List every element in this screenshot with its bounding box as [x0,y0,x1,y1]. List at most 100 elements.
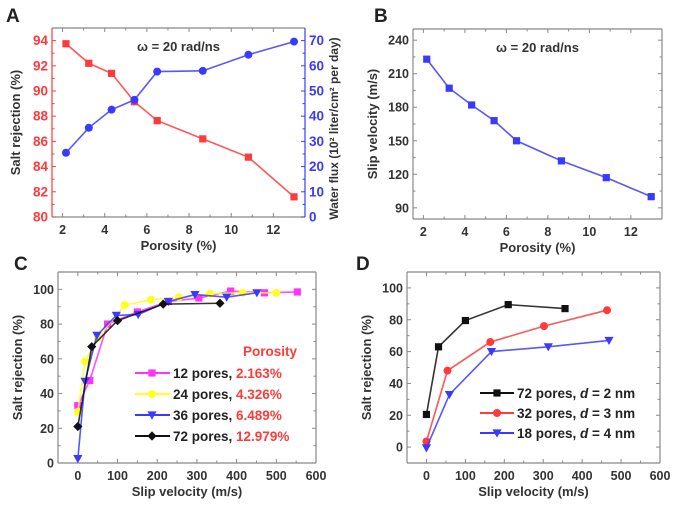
y-tick-label: 150 [388,134,409,148]
y-tick-label: 80 [33,210,48,225]
x-tick-label: 12 [624,225,638,239]
x-tick-label: 0 [74,469,81,483]
data-point [290,37,299,46]
data-point [603,306,612,315]
data-point [107,105,116,114]
legend-label: 12 pores, 2.163% [173,366,282,381]
y-tick-label: 40 [389,377,403,391]
x-tick-label: 0 [423,469,430,483]
data-point [444,390,455,400]
legend-pores: 24 pores, [173,387,236,402]
series-line [65,43,295,198]
y2-tick-label: 50 [309,84,324,99]
y-tick-label: 82 [33,184,48,199]
data-point [199,135,207,143]
x-tick-label: 500 [611,469,632,483]
legend-pores: 36 pores, [173,408,236,423]
legend-pores: 12 pores, [173,366,236,381]
y2-tick-label: 10 [309,184,324,199]
x-axis-label: Slip velocity (m/s) [478,484,589,499]
y-axis-label: Salt rejection (%) [8,70,23,175]
data-point [85,59,93,67]
x-tick-label: 200 [494,469,515,483]
legend-porosity: 6.489% [236,408,282,423]
y-tick-label: 100 [382,281,403,295]
legend-label: 24 pores, 4.326% [173,387,282,402]
legend-marker [492,429,502,438]
x-tick-label: 100 [455,469,476,483]
y-axis-label: Slip velocity (m/s) [365,69,380,180]
x-tick-label: 200 [147,469,168,483]
data-point [490,117,498,125]
y-tick-label: 60 [40,352,54,366]
data-point [543,343,553,352]
x-tick-label: 8 [544,225,551,239]
data-point [557,157,566,165]
y2-tick-label: 30 [309,134,324,149]
legend-label: 32 pores, d = 3 nm [517,406,635,421]
legend-marker [493,389,501,397]
data-point [561,305,569,313]
legend-pores: 72 pores, [173,429,236,444]
legend-marker [493,409,501,417]
data-point [74,402,82,410]
data-point [244,153,252,161]
legend-porosity: 4.326% [236,387,282,402]
x-axis-label: Porosity (%) [500,240,576,255]
y-tick-label: 94 [33,33,49,48]
y-tick-label: 90 [33,84,48,99]
panel-letter: B [374,6,388,27]
y2-tick-label: 70 [309,33,324,48]
y-tick-label: 80 [389,313,403,327]
legend: 72 pores, d = 2 nm 32 pores, d = 3 nm 18 p… [480,386,635,441]
data-point [423,55,431,63]
data-point [222,293,232,302]
legend-d: d [580,406,589,421]
data-point [73,455,83,464]
x-tick-label: 400 [226,469,247,483]
data-point [73,421,83,432]
series-1 [61,37,299,157]
panel-letter: C [14,254,28,275]
y-tick-label: 86 [33,134,49,149]
data-point [604,336,614,346]
panel-c: C 0 100 200 300 400 500 600 0 20 40 60 80 100 Slip vel… [10,254,326,499]
legend-marker [147,431,157,441]
series-line [425,309,608,442]
y2-tick-label: 20 [309,159,324,174]
panel-letter: A [6,6,20,27]
y2-tick-label: 60 [309,58,324,73]
data-point [272,288,281,297]
x-axis-label: Porosity (%) [141,238,217,253]
series-0 [423,55,655,201]
legend-label: 36 pores, 6.489% [173,408,282,423]
series-2 [421,336,614,453]
data-point [486,338,495,347]
x-tick-label: 2 [59,223,66,237]
data-point [422,410,431,419]
panel-b: B 2 4 6 8 10 12 90 120 150 180 210 240 Porosity (%) Sl… [365,6,663,255]
omega-annotation: ω = 20 rad/ns [496,40,579,55]
x-tick-label: 600 [306,469,327,483]
legend-diameter: = 3 nm [588,406,635,421]
x-tick-label: 4 [461,225,468,239]
x-tick-label: 100 [107,469,128,483]
data-point [486,347,497,357]
legend-label: 18 pores, d = 4 nm [517,426,635,441]
panel-a: A 2 4 6 8 10 12 80 82 84 86 88 90 92 94 0 10 20 30 40 50 60 70… [6,6,341,253]
omega-annotation: ω = 20 rad/ns [137,39,220,54]
y-tick-label: 88 [33,109,49,124]
data-point [215,298,225,308]
data-point [158,299,168,309]
data-point [61,148,70,157]
y2-tick-label: 40 [309,109,324,124]
legend-marker [147,411,157,420]
legend-label: 72 pores, 12.979% [173,429,289,444]
legend-marker [148,390,156,398]
legend-d: d [580,386,589,401]
data-point [62,40,70,48]
y-axis-label: Salt rejection (%) [359,315,374,420]
y2-axis-label: Water flux (10² liter/cm² per day) [327,37,341,219]
x-tick-label: 2 [420,225,427,239]
